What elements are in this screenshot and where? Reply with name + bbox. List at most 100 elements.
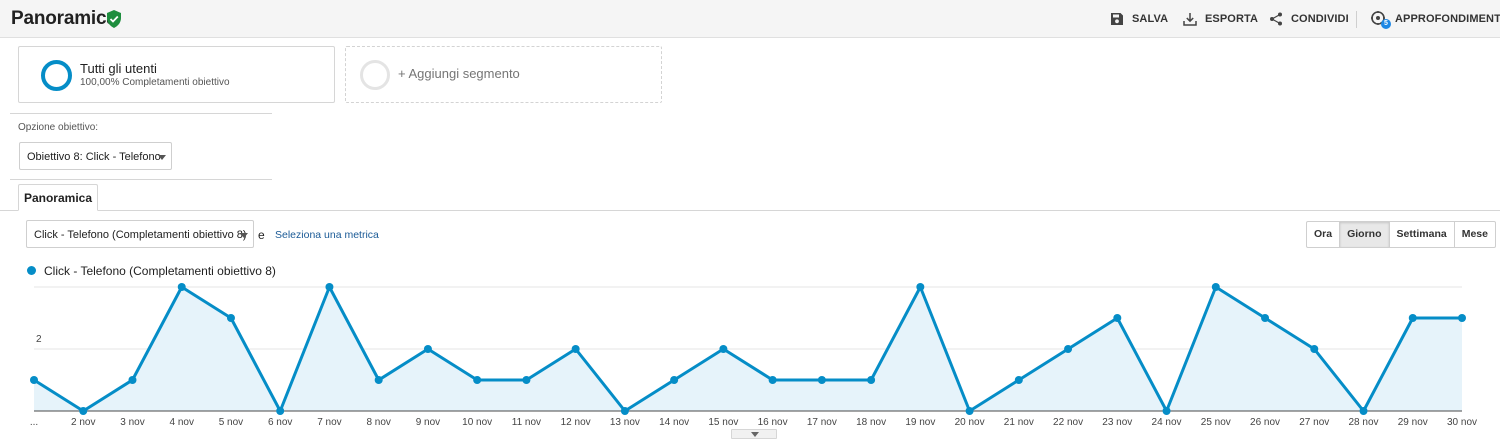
insights-icon [1371,11,1385,25]
insights-icon-wrap: 5 [1370,10,1391,29]
x-tick-label: 19 nov [905,417,935,428]
data-point [1211,283,1220,291]
tab-overview[interactable]: Panoramica [18,184,98,211]
data-point [817,376,826,384]
x-tick-label: 30 nov [1447,417,1477,428]
save-icon [1111,13,1123,25]
x-tick-label: 28 nov [1349,417,1379,428]
x-tick-label: 6 nov [268,417,292,428]
chevron-down-icon [751,432,759,437]
period-month-button[interactable]: Mese [1461,228,1488,240]
data-point [423,345,432,353]
series-line [33,285,1462,413]
divider [10,113,272,114]
data-point [1064,345,1073,353]
period-hour-button[interactable]: Ora [1307,222,1341,247]
data-point [867,376,876,384]
x-tick-label: 26 nov [1250,417,1280,428]
header-divider [1356,11,1357,28]
share-label: CONDIVIDI [1291,13,1349,25]
metric-select[interactable]: Click - Telefono (Completamenti obiettiv… [26,220,254,248]
segment-name: Tutti gli utenti [80,61,157,76]
x-tick-label: 10 nov [462,417,492,428]
x-tick-label: ... [30,417,38,428]
legend-label: Click - Telefono (Completamenti obiettiv… [44,264,276,278]
data-point [719,345,728,353]
period-week-button[interactable]: Settimana [1390,222,1455,247]
share-button[interactable]: CONDIVIDI [1269,11,1349,27]
data-point [965,407,974,415]
data-point [1113,314,1122,322]
data-point [1014,376,1023,384]
x-tick-label: 25 nov [1201,417,1231,428]
save-button[interactable]: SALVA [1110,11,1168,27]
x-tick-label: 4 nov [169,417,193,428]
select-metric-link[interactable]: Seleziona una metrica [275,229,379,241]
data-point [916,283,925,291]
x-tick-label: 11 nov [512,417,541,428]
metric-select-value: Click - Telefono (Completamenti obiettiv… [34,229,247,241]
data-point [128,376,137,384]
divider [10,179,272,180]
data-point [768,376,777,384]
x-tick-label: 7 nov [317,417,341,428]
data-point [620,407,629,415]
empty-segment-ring-icon [360,60,390,90]
metric-connector: e [258,228,265,242]
x-tick-label: 23 nov [1102,417,1132,428]
period-day-button[interactable]: Giorno [1340,222,1390,247]
x-tick-label: 20 nov [955,417,985,428]
add-segment-label: + Aggiungi segmento [398,66,520,81]
data-point [1310,345,1319,353]
data-point [670,376,679,384]
x-tick-label: 21 nov [1004,417,1034,428]
x-tick-label: 16 nov [758,417,788,428]
x-tick-label: 8 nov [366,417,390,428]
x-tick-label: 3 nov [120,417,144,428]
x-tick-label: 13 nov [610,417,640,428]
data-point [1359,407,1368,415]
x-tick-label: 17 nov [807,417,837,428]
verified-shield-icon [107,10,121,28]
goal-select-value: Obiettivo 8: Click - Telefono [27,151,161,163]
x-tick-label: 22 nov [1053,417,1083,428]
insights-label: APPROFONDIMENTI [1395,13,1500,25]
add-segment-button[interactable]: + Aggiungi segmento [345,46,662,103]
data-point [1458,314,1466,322]
export-button[interactable]: ESPORTA [1183,11,1258,27]
chart-expand-handle[interactable] [731,429,777,439]
chevron-down-icon [158,155,166,160]
x-tick-label: 12 nov [561,417,591,428]
data-point [325,283,334,291]
period-toggle: Ora Giorno Settimana Mese [1306,221,1496,248]
x-tick-label: 27 nov [1299,417,1329,428]
data-point [374,376,383,384]
report-header: Panoramica SALVA ESPORTA CONDIVIDI [0,0,1500,38]
x-tick-label: 24 nov [1152,417,1182,428]
segment-card-all-users[interactable]: Tutti gli utenti 100,00% Completamenti o… [18,46,335,103]
y-tick-label: 4 [36,280,42,283]
chevron-down-icon [240,233,248,238]
share-icon [1270,12,1282,26]
insights-badge: 5 [1381,19,1391,29]
data-point [276,407,285,415]
x-tick-label: 9 nov [416,417,440,428]
segment-subtitle: 100,00% Completamenti obiettivo [80,77,230,88]
legend-dot [27,266,36,275]
goal-option-label: Opzione obiettivo: [18,122,99,133]
data-point [30,376,38,384]
line-chart: 2 4... 2 nov 3 nov 4 nov 5 nov 6 nov 7 nov 8 nov… [30,280,1477,428]
x-tick-label: 15 nov [708,417,738,428]
save-label: SALVA [1132,13,1169,25]
goal-select[interactable]: Obiettivo 8: Click - Telefono [19,142,172,170]
data-point [1162,407,1171,415]
insights-button[interactable]: 5 APPROFONDIMENTI [1370,10,1500,29]
data-point [522,376,531,384]
x-tick-label: 5 nov [219,417,243,428]
x-tick-label: 14 nov [659,417,689,428]
x-tick-label: 29 nov [1398,417,1428,428]
page-title: Panoramica [11,8,117,29]
download-icon [1183,13,1197,26]
data-point [79,407,88,415]
tab-bar-line [0,210,1500,211]
